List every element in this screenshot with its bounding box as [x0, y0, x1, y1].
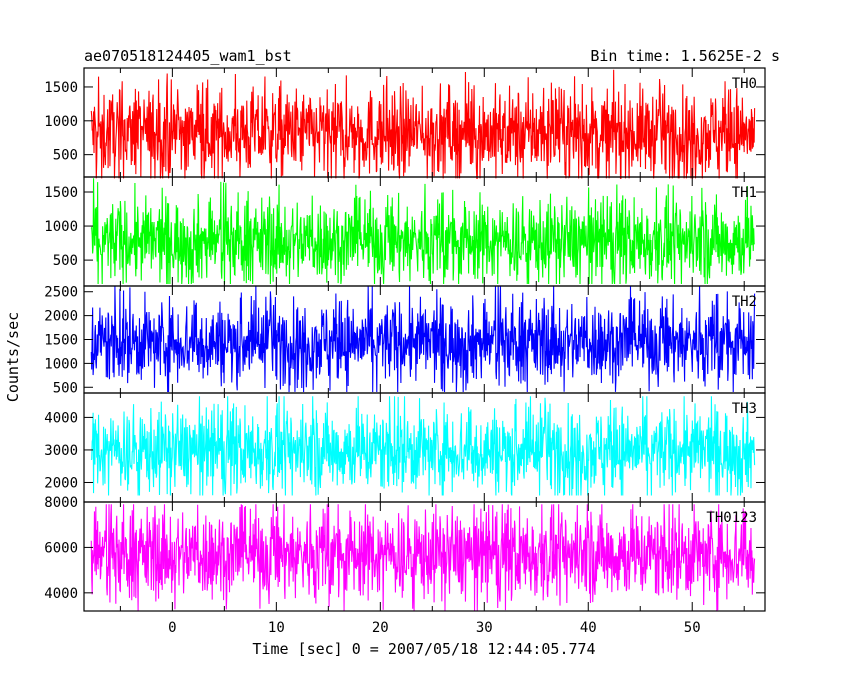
panel-th0: 500 1000 1500 TH0 — [44, 67, 766, 179]
series-th0 — [90, 69, 756, 179]
panel-th3: 2000 3000 4000 TH3 — [44, 392, 766, 503]
panel-th0123: 4000 6000 8000 TH0123 — [44, 495, 766, 612]
y-tick-label: 500 — [53, 380, 78, 396]
chart-title: ae070518124405_wam1_bst — [84, 47, 292, 65]
y-tick-label: 500 — [53, 148, 78, 164]
panel-frame — [83, 501, 766, 612]
y-tick-label: 2500 — [44, 285, 78, 301]
y-tick-label: 2000 — [44, 309, 78, 325]
y-tick-label: 1500 — [44, 185, 78, 201]
y-tick-label: 4000 — [44, 586, 78, 602]
y-tick-label: 1000 — [44, 114, 78, 130]
x-tick-label: 30 — [476, 620, 493, 636]
panel-th1: 500 1000 1500 TH1 — [44, 176, 766, 287]
x-tick-label: 50 — [684, 620, 701, 636]
x-axis-label: Time [sec] 0 = 2007/05/18 12:44:05.774 — [252, 640, 595, 658]
y-tick-label: 1000 — [44, 219, 78, 235]
y-tick-label: 6000 — [44, 540, 78, 556]
bin-time-label: Bin time: 1.5625E-2 s — [590, 47, 780, 65]
panel-label-th3: TH3 — [732, 401, 757, 417]
series-th2 — [90, 285, 756, 393]
x-tick-label: 40 — [580, 620, 597, 636]
x-tick-label: 20 — [372, 620, 389, 636]
y-tick-label: 1500 — [44, 333, 78, 349]
panel-label-th0123: TH0123 — [706, 510, 757, 526]
series-th3 — [90, 396, 756, 496]
panel-label-th0: TH0 — [732, 76, 757, 92]
y-tick-label: 8000 — [44, 495, 78, 511]
series-th0123 — [90, 504, 756, 612]
y-tick-label: 1500 — [44, 80, 78, 96]
panel-label-th2: TH2 — [732, 294, 757, 310]
y-axis-label: Counts/sec — [4, 312, 22, 402]
panel-label-th1: TH1 — [732, 185, 757, 201]
y-tick-label: 2000 — [44, 475, 78, 491]
y-tick-label: 3000 — [44, 443, 78, 459]
panel-th2: 500 1000 1500 2000 2500 TH2 — [44, 285, 766, 396]
x-tick-label: 10 — [268, 620, 285, 636]
series-th1 — [90, 178, 755, 285]
y-tick-label: 4000 — [44, 410, 78, 426]
y-tick-label: 1000 — [44, 356, 78, 372]
x-tick-label: 0 — [168, 620, 176, 636]
y-tick-label: 500 — [53, 253, 78, 269]
